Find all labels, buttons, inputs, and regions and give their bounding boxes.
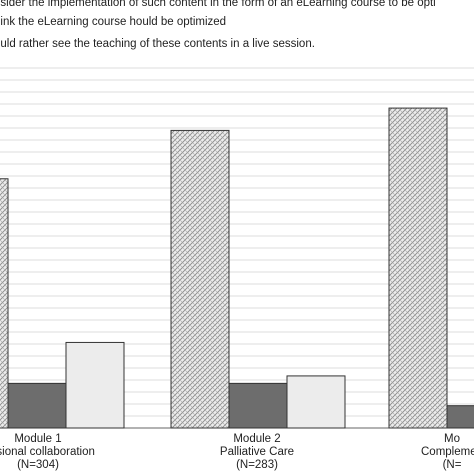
x-tick-label-line: Module 2 bbox=[233, 433, 281, 445]
x-tick-label-line: (N=304) bbox=[17, 459, 59, 471]
bar-dark-3 bbox=[446, 405, 474, 429]
legend-entry-optimized: hink the eLearning course hould be optim… bbox=[0, 16, 227, 28]
x-tick-label-module-3: Mo Complemen (N= bbox=[362, 433, 474, 472]
bar-dark-1 bbox=[7, 382, 67, 429]
x-tick-label-line: (N=283) bbox=[236, 459, 278, 471]
bar-light-2 bbox=[286, 375, 346, 429]
x-tick-label-line: Palliative Care bbox=[219, 446, 295, 458]
legend-entry-live-session: ould rather see the teaching of these co… bbox=[0, 38, 315, 50]
bar-hatch-1 bbox=[0, 178, 9, 429]
bars bbox=[0, 107, 474, 429]
x-tick-label-line: Module 1 bbox=[14, 433, 62, 445]
legend-entry-elearning: nsider the implementation of such conten… bbox=[0, 0, 436, 9]
bar-light-1 bbox=[65, 341, 125, 429]
x-tick-label-line: fessional collaboration bbox=[0, 446, 95, 458]
bar-hatch-3 bbox=[388, 107, 448, 429]
x-tick-label-line: Complemen bbox=[421, 446, 474, 458]
x-tick-label-module-1: Module 1 fessional collaboration (N=304) bbox=[0, 433, 128, 472]
x-tick-label-line: Mo bbox=[444, 433, 460, 445]
x-tick-label-module-2: Module 2 Palliative Care (N=283) bbox=[167, 433, 347, 472]
legend: nsider the implementation of such conten… bbox=[0, 0, 474, 56]
bar-dark-2 bbox=[228, 382, 288, 429]
bar-hatch-2 bbox=[170, 129, 230, 429]
x-tick-label-line: (N= bbox=[442, 459, 462, 471]
bar-chart bbox=[0, 67, 474, 429]
